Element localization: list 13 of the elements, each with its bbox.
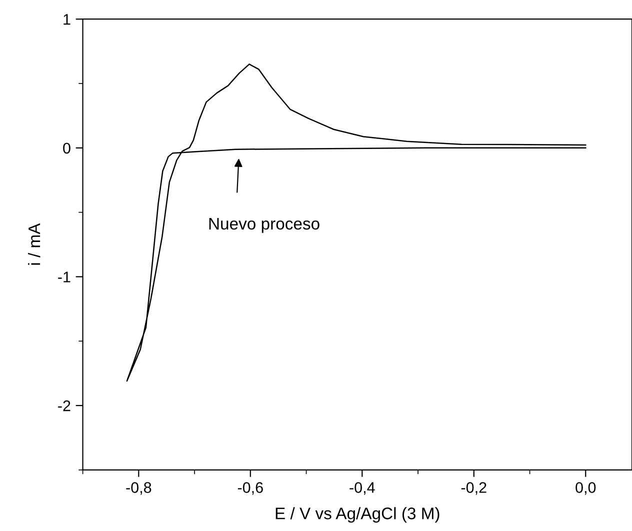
y-tick-label: 1 (64, 14, 70, 25)
annotation: Nuevo proceso (209, 218, 320, 233)
y-axis-title: i / mA (28, 223, 40, 265)
y-tick-label: 0 (63, 142, 70, 154)
x-axis-title: E / V vs Ag/AgCl (3 M) (276, 507, 440, 523)
x-tick-label: -0,6 (238, 482, 263, 495)
x-tick-label: 0,0 (576, 482, 596, 495)
x-tick-label: -0,8 (126, 482, 152, 495)
x-tick-label: -0,2 (461, 482, 486, 495)
y-tick-label: -1 (58, 272, 70, 282)
x-tick-label: -0,4 (350, 482, 375, 495)
y-tick-label: -2 (58, 400, 70, 412)
line-series (126, 64, 586, 382)
